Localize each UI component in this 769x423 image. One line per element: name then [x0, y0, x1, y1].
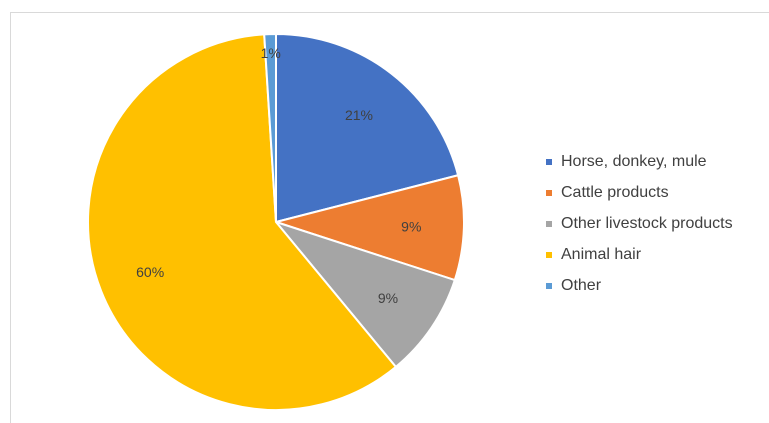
legend-item: Other livestock products	[546, 208, 733, 239]
legend-swatch	[546, 189, 552, 196]
legend-label: Other	[561, 276, 602, 294]
legend-label: Other livestock products	[561, 214, 733, 232]
pie-data-label: 1%	[261, 45, 281, 61]
pie-data-label: 9%	[378, 290, 398, 306]
pie-slices	[87, 32, 465, 411]
legend-swatch	[546, 158, 552, 165]
chart-area	[10, 12, 769, 423]
legend-label: Horse, donkey, mule	[561, 152, 707, 170]
legend-swatch	[546, 251, 552, 258]
pie-slice	[87, 33, 398, 411]
legend-label: Cattle products	[561, 183, 669, 201]
legend-item: Other	[546, 270, 733, 301]
legend-item: Horse, donkey, mule	[546, 146, 733, 177]
legend-item: Animal hair	[546, 239, 733, 270]
legend-label: Animal hair	[561, 245, 642, 263]
pie-slice	[263, 32, 277, 223]
legend-item: Cattle products	[546, 177, 733, 208]
legend-swatch	[546, 220, 552, 227]
pie-slice	[275, 32, 460, 224]
pie-slice	[272, 174, 465, 282]
pie-data-label: 60%	[136, 264, 164, 280]
legend: Horse, donkey, mule Cattle products Other …	[546, 146, 733, 301]
pie-slice	[273, 219, 457, 369]
pie-data-label: 9%	[401, 218, 421, 234]
pie-data-label: 21%	[345, 107, 373, 123]
pie-data-labels: 21% 9% 9% 60% 1%	[136, 45, 421, 306]
legend-swatch	[546, 282, 552, 289]
